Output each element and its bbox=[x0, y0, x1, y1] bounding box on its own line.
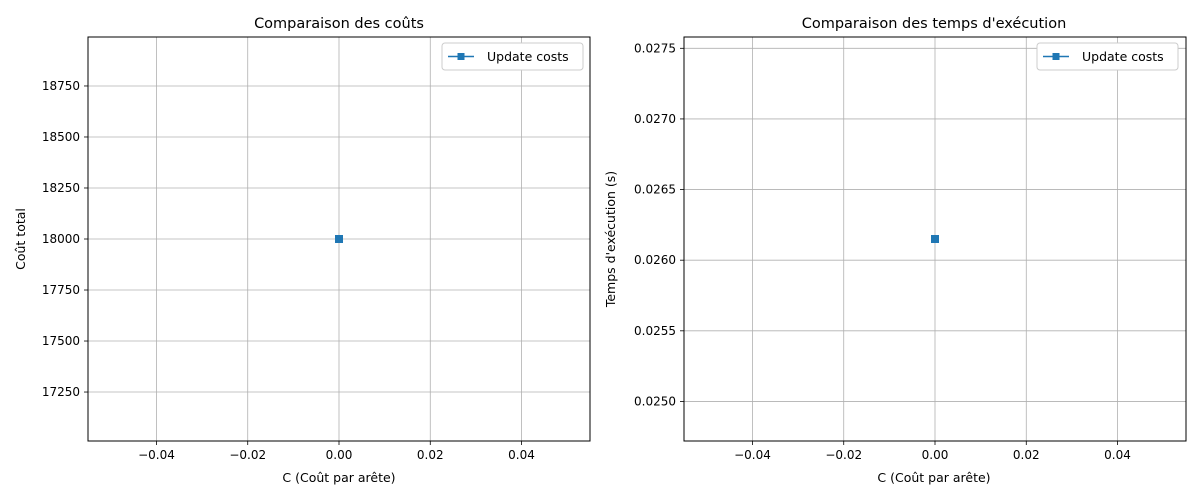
legend: Update costs bbox=[1036, 42, 1179, 71]
data-marks bbox=[335, 235, 343, 243]
legend-box bbox=[441, 42, 584, 71]
data-point bbox=[931, 235, 939, 243]
y-tick-label: 0.0255 bbox=[634, 324, 676, 338]
y-tick-label: 0.0270 bbox=[634, 112, 676, 126]
x-tick-label: −0.04 bbox=[734, 448, 771, 462]
x-tick-label: 0.04 bbox=[1104, 448, 1131, 462]
chart-execution-time-comparison: Comparaison des temps d'exécution −0.04−… bbox=[603, 16, 1187, 485]
x-tick-label: 0.02 bbox=[417, 448, 444, 462]
legend-marker bbox=[1052, 53, 1060, 60]
axis-ticks: −0.04 −0.02 0.00 0.02 0.04 0.0250 0.0255 0.0260… bbox=[634, 41, 1131, 462]
legend-box bbox=[1036, 42, 1179, 71]
y-axis-label: Temps d'exécution (s) bbox=[603, 171, 618, 308]
legend-marker bbox=[457, 53, 465, 60]
plot-frame bbox=[87, 36, 591, 442]
y-tick-label: 18500 bbox=[42, 130, 80, 144]
y-tick-label: 17250 bbox=[42, 385, 80, 399]
x-tick-label: −0.02 bbox=[825, 448, 862, 462]
x-tick-label: 0.02 bbox=[1013, 448, 1040, 462]
data-marks bbox=[931, 235, 939, 243]
axis-ticks: −0.04 −0.02 0.00 0.02 0.04 17250 17500 17750 180… bbox=[42, 79, 535, 462]
y-tick-label: 18000 bbox=[42, 232, 80, 246]
y-axis-label: Coût total bbox=[13, 208, 28, 270]
y-tick-label: 0.0260 bbox=[634, 253, 676, 267]
x-tick-label: 0.00 bbox=[326, 448, 353, 462]
legend: Update costs bbox=[441, 42, 584, 71]
y-tick-label: 0.0265 bbox=[634, 183, 676, 197]
x-tick-label: −0.02 bbox=[229, 448, 266, 462]
y-tick-label: 17500 bbox=[42, 334, 80, 348]
x-tick-label: 0.00 bbox=[922, 448, 949, 462]
x-tick-label: 0.04 bbox=[508, 448, 535, 462]
plot-frame bbox=[683, 36, 1187, 442]
data-point bbox=[335, 235, 343, 243]
chart-cost-comparison: Comparaison des coûts −0.04 −0.02 0.00 0.02… bbox=[13, 16, 591, 485]
y-tick-label: 17750 bbox=[42, 283, 80, 297]
y-tick-label: 0.0250 bbox=[634, 394, 676, 408]
legend-label: Update costs bbox=[1082, 49, 1164, 64]
y-tick-label: 0.0275 bbox=[634, 41, 676, 55]
x-axis-label: C (Coût par arête) bbox=[282, 470, 395, 485]
chart-title: Comparaison des temps d'exécution bbox=[802, 16, 1067, 32]
legend-label: Update costs bbox=[487, 49, 569, 64]
x-tick-label: −0.04 bbox=[138, 448, 175, 462]
gridlines bbox=[684, 37, 1186, 441]
y-tick-label: 18250 bbox=[42, 181, 80, 195]
chart-title: Comparaison des coûts bbox=[254, 16, 424, 32]
y-tick-label: 18750 bbox=[42, 79, 80, 93]
x-axis-label: C (Coût par arête) bbox=[877, 470, 990, 485]
